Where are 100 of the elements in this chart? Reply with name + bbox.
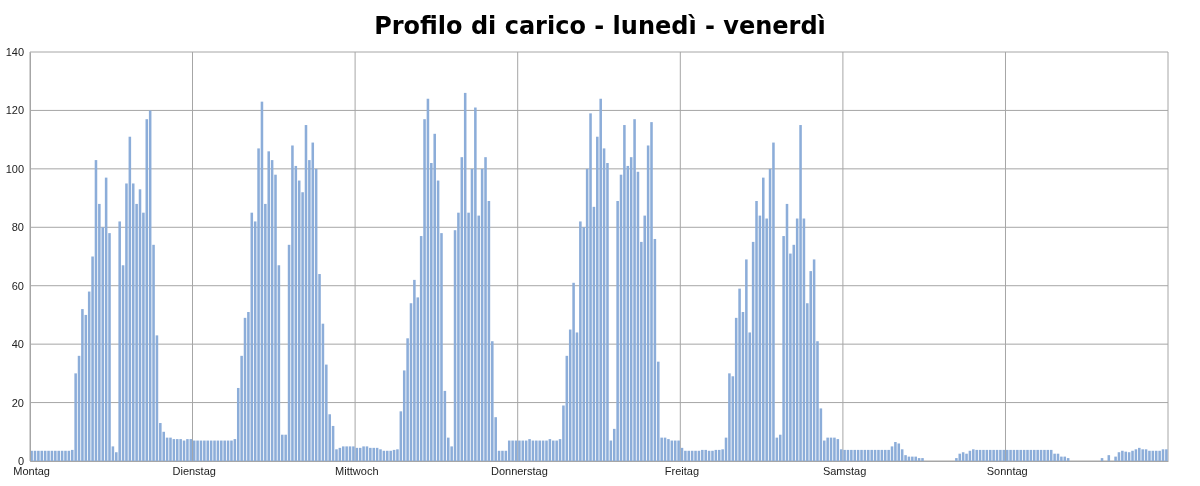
bar: [64, 450, 67, 461]
bar: [81, 309, 84, 461]
bar: [955, 458, 958, 461]
bar: [704, 449, 707, 461]
bar: [772, 142, 775, 461]
bar: [1009, 449, 1012, 461]
bar: [667, 439, 670, 461]
bar: [887, 449, 890, 461]
bar: [528, 439, 531, 461]
bar: [633, 119, 636, 461]
bar: [176, 439, 179, 461]
x-tick-label: Donnerstag: [490, 464, 548, 477]
bar: [965, 453, 968, 461]
bar: [54, 450, 57, 461]
bar: [850, 449, 853, 461]
bar: [433, 133, 436, 461]
bar: [701, 449, 704, 461]
bar: [1053, 453, 1056, 461]
bar: [762, 177, 765, 461]
bar: [1121, 450, 1124, 461]
x-tick-label: Sonntag: [986, 464, 1028, 477]
bar: [921, 458, 924, 461]
bar: [291, 145, 294, 461]
bar: [877, 449, 880, 461]
y-tick-label: 80: [11, 221, 24, 234]
x-tick-label: Samstag: [822, 464, 867, 477]
bar: [999, 449, 1002, 461]
bar: [169, 437, 172, 461]
bar: [572, 282, 575, 461]
bar: [1026, 449, 1029, 461]
bar: [362, 446, 365, 461]
bar: [223, 440, 226, 461]
bar: [911, 456, 914, 461]
y-tick-label: 120: [5, 104, 24, 117]
bar: [579, 221, 582, 461]
bar: [1043, 449, 1046, 461]
bar: [267, 151, 270, 461]
bar: [1033, 449, 1036, 461]
bar: [352, 446, 355, 461]
bar: [694, 450, 697, 461]
bar: [972, 449, 975, 461]
bar: [379, 449, 382, 461]
bar: [1019, 449, 1022, 461]
bar: [538, 440, 541, 461]
bar: [1158, 450, 1161, 461]
bar: [1036, 449, 1039, 461]
bar: [728, 373, 731, 461]
bar: [1114, 456, 1117, 461]
bar: [623, 125, 626, 461]
bar: [507, 440, 511, 461]
bar: [867, 449, 870, 461]
bar: [220, 440, 223, 461]
bar: [833, 437, 836, 461]
bar: [555, 440, 558, 461]
bar: [552, 440, 555, 461]
bar: [511, 440, 514, 461]
x-tick-label: Dienstag: [172, 464, 216, 477]
y-tick-label: 140: [5, 46, 24, 59]
bar: [389, 450, 392, 461]
bar: [413, 279, 416, 461]
bar: [518, 440, 521, 461]
x-tick-label: Mittwoch: [335, 464, 379, 477]
bar: [186, 439, 189, 461]
bar: [799, 125, 802, 461]
bar: [386, 450, 389, 461]
bar: [474, 107, 477, 461]
bar: [1016, 449, 1019, 461]
bar: [826, 437, 829, 461]
bar: [745, 259, 748, 461]
bar: [545, 440, 548, 461]
bar: [992, 449, 995, 461]
bar: [118, 221, 121, 461]
bar: [230, 440, 233, 461]
bar: [870, 449, 873, 461]
y-tick-label: 20: [11, 396, 24, 409]
bar: [684, 450, 687, 461]
bar: [47, 450, 50, 461]
y-tick-label: 40: [11, 338, 24, 351]
bar: [179, 439, 182, 461]
bar: [345, 446, 348, 461]
bar: [738, 288, 741, 461]
bar: [369, 447, 372, 461]
bar: [484, 157, 487, 461]
bar: [860, 449, 863, 461]
bar: [535, 440, 538, 461]
bar: [650, 122, 653, 461]
bar: [1060, 456, 1063, 461]
bar: [599, 98, 602, 461]
x-tick-label: Freitag: [664, 464, 700, 477]
y-tick-label: 100: [5, 162, 24, 175]
bar: [196, 440, 199, 461]
bar: [843, 449, 846, 461]
chart-title: Profilo di carico - lunedì - venerdì: [374, 12, 826, 40]
bar: [1165, 449, 1168, 461]
bar: [589, 113, 592, 461]
bar: [894, 442, 897, 461]
bar: [213, 440, 216, 461]
bar: [1131, 450, 1134, 461]
bar: [311, 142, 315, 461]
bar: [57, 450, 60, 461]
